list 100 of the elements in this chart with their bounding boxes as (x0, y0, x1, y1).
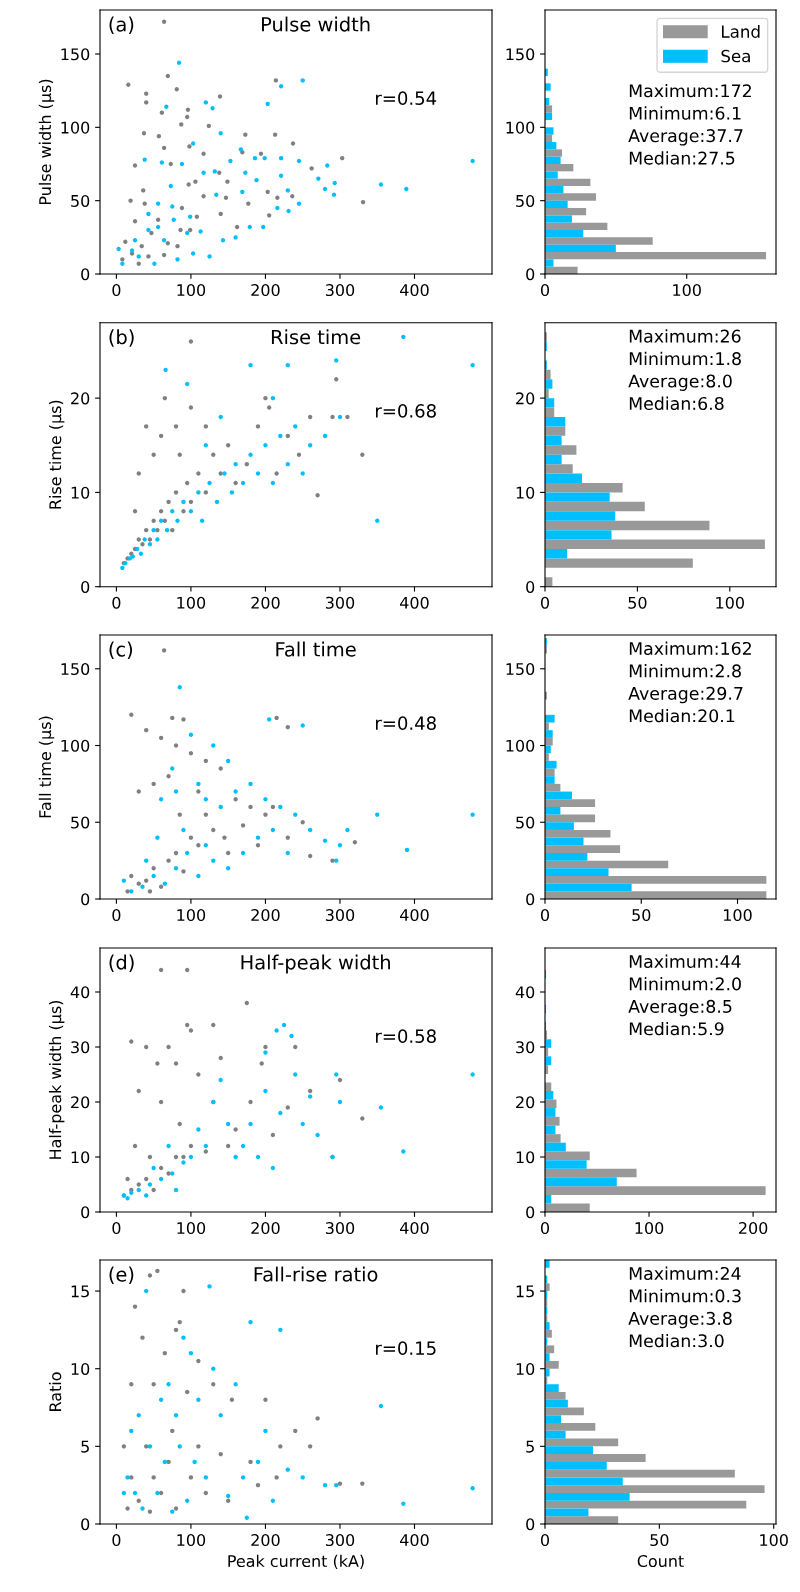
y-tick-label: 40 (70, 986, 90, 999)
x-tick-label: 300 (325, 596, 355, 609)
y-tick-label: 0 (526, 1518, 535, 1531)
x-tick-label: 200 (251, 909, 280, 922)
legend-label: Sea (721, 49, 750, 63)
x-tick-label: 100 (635, 1222, 664, 1235)
y-tick-label: 0 (81, 893, 90, 906)
x-tick-label: 0 (112, 284, 121, 297)
y-tick-label: 50 (71, 194, 90, 207)
y-tick-label: 10 (516, 1151, 535, 1164)
x-tick-label: 200 (251, 284, 280, 297)
y-tick-label: 10 (71, 1151, 90, 1164)
y-tick-label: 150 (506, 48, 535, 61)
x-tick-label: 0 (112, 909, 121, 922)
x-tick-label: 100 (673, 284, 701, 297)
y-tick-label: 10 (516, 1362, 535, 1375)
x-tick-label: 200 (251, 1534, 280, 1547)
annotation: (a) (109, 16, 134, 34)
annotation: r=0.58 (376, 1029, 436, 1043)
y-tick-label: 10 (71, 1362, 90, 1375)
x-tick-label: 300 (325, 1534, 355, 1547)
x-tick-label: 0 (112, 596, 121, 609)
y-tick-label: 150 (61, 48, 90, 61)
x-tick-label: 0 (112, 1222, 121, 1235)
annotation: (e) (109, 1266, 134, 1284)
y-tick-label: 50 (516, 816, 535, 829)
annotation: (b) (109, 329, 134, 347)
y-tick-label: 20 (516, 1096, 535, 1109)
x-tick-label: 0 (540, 596, 550, 609)
x-tick-label: 100 (177, 1222, 206, 1235)
y-axis-title: Ratio (48, 1372, 62, 1411)
x-tick-label: 400 (400, 284, 429, 297)
annotation: Median:5.9 (629, 1021, 724, 1036)
x-axis-title: Count (637, 1555, 684, 1568)
annotation: Average:8.0 (628, 374, 732, 391)
x-tick-label: 400 (400, 1534, 429, 1547)
annotation: r=0.68 (376, 404, 436, 418)
y-tick-label: 5 (81, 1440, 89, 1453)
y-tick-label: 100 (506, 121, 535, 134)
x-tick-label: 300 (325, 1222, 355, 1235)
x-tick-label: 400 (400, 1222, 429, 1235)
annotation: Minimum:1.8 (629, 351, 741, 366)
y-axis-title: Half-peak width (μs) (48, 1000, 65, 1159)
y-tick-label: 40 (515, 986, 535, 999)
x-tick-label: 100 (177, 1534, 206, 1547)
y-tick-label: 30 (516, 1041, 535, 1054)
y-axis-title: Fall time (μs) (38, 716, 55, 818)
y-tick-label: 0 (81, 268, 90, 281)
annotation: Average:8.5 (628, 999, 732, 1017)
annotation: Maximum:44 (629, 954, 741, 969)
y-tick-label: 10 (516, 486, 535, 499)
y-axis-title: Pulse width (μs) (38, 79, 55, 205)
y-tick-label: 150 (61, 662, 90, 676)
x-tick-label: 100 (716, 596, 744, 609)
x-tick-label: 0 (540, 284, 550, 297)
y-tick-label: 50 (516, 194, 535, 207)
y-tick-label: 15 (71, 1285, 89, 1298)
y-axis-title: Rise time (μs) (48, 400, 65, 509)
x-tick-label: 200 (251, 1222, 280, 1235)
x-tick-label: 400 (400, 909, 429, 922)
annotation: r=0.48 (376, 716, 436, 730)
x-tick-label: 100 (177, 909, 206, 922)
annotation: Minimum:6.1 (629, 106, 741, 120)
annotation: Minimum:2.8 (629, 664, 741, 678)
annotation: r=0.54 (376, 91, 437, 105)
y-tick-label: 100 (61, 739, 90, 752)
y-tick-label: 20 (71, 392, 90, 405)
annotation: Average:29.7 (628, 686, 743, 704)
y-tick-label: 10 (71, 486, 90, 499)
y-tick-label: 0 (526, 268, 535, 281)
x-tick-label: 300 (325, 909, 355, 922)
y-tick-label: 30 (71, 1041, 90, 1054)
annotation: Maximum:162 (629, 641, 751, 656)
x-tick-label: 100 (760, 1534, 788, 1547)
y-tick-label: 20 (516, 392, 535, 405)
x-tick-label: 0 (112, 1534, 121, 1547)
annotation: (c) (109, 641, 133, 659)
chart-title: Half-peak width (241, 954, 390, 974)
legend-label: Land (721, 25, 760, 38)
y-tick-label: 15 (516, 1285, 534, 1298)
x-tick-label: 100 (724, 909, 752, 922)
x-tick-label: 200 (739, 1222, 768, 1235)
y-tick-label: 0 (81, 580, 90, 593)
x-tick-label: 50 (650, 1534, 669, 1547)
annotation: Median:6.8 (629, 396, 724, 411)
annotation: Maximum:26 (629, 329, 741, 343)
y-tick-label: 0 (526, 580, 535, 593)
y-tick-label: 150 (506, 662, 535, 676)
annotation: Average:37.7 (628, 129, 743, 146)
chart-title: Pulse width (262, 16, 370, 32)
chart-title: Rise time (271, 329, 361, 345)
y-tick-label: 0 (81, 1206, 90, 1219)
annotation: (d) (109, 954, 134, 972)
annotation: r=0.15 (376, 1341, 436, 1355)
annotation: Minimum:2.0 (629, 977, 741, 991)
x-tick-label: 0 (540, 1534, 550, 1547)
x-tick-label: 100 (177, 596, 206, 609)
x-tick-label: 0 (540, 909, 550, 922)
y-tick-label: 50 (71, 816, 90, 829)
x-tick-label: 50 (628, 596, 647, 609)
